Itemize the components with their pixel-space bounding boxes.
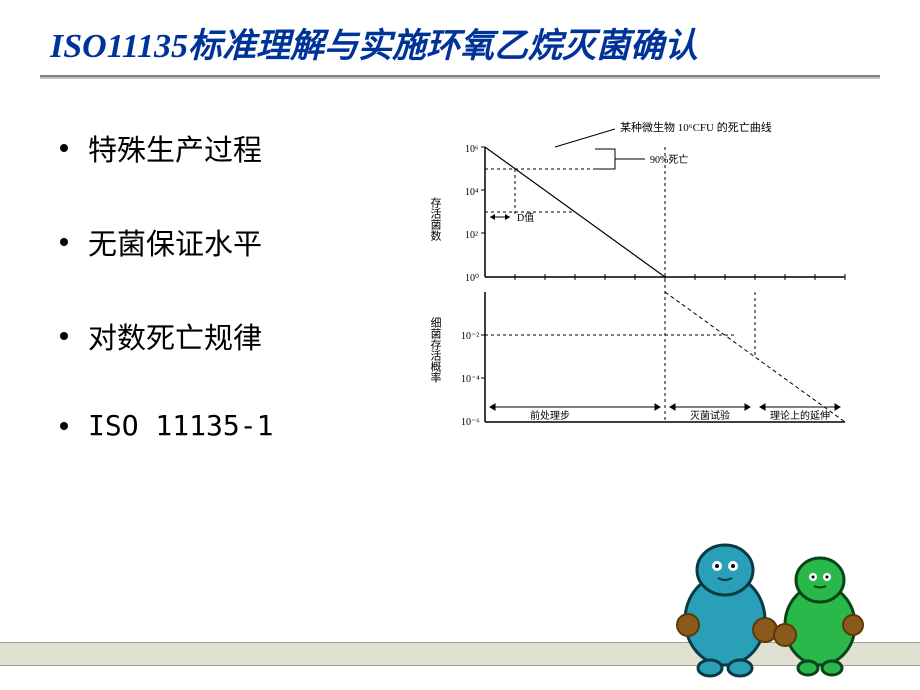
bullet-dot-icon <box>60 238 68 246</box>
bullet-dot-icon <box>60 332 68 340</box>
death-curve-chart: 某种微生物 10⁶CFU 的死亡曲线 10⁶ 10⁴ 10² 10⁰ <box>400 117 890 457</box>
bullet-list: 特殊生产过程 无菌保证水平 对数死亡规律 ISO 11135-1 <box>60 117 400 494</box>
chart-svg: 某种微生物 10⁶CFU 的死亡曲线 10⁶ 10⁴ 10² 10⁰ <box>400 117 890 457</box>
ytick: 10⁶ <box>465 144 479 155</box>
content-area: 特殊生产过程 无菌保证水平 对数死亡规律 ISO 11135-1 某种微生物 1… <box>0 77 920 494</box>
annotation-90: 90%死亡 <box>650 153 688 166</box>
ytick: 10⁻⁴ <box>461 374 480 385</box>
ylabel-bottom: 细菌存活概率 <box>429 317 442 384</box>
blue-character-icon <box>677 545 777 676</box>
slide-title: ISO11135标准理解与实施环氧乙烷灭菌确认 <box>0 0 920 75</box>
bullet-item-4: ISO 11135-1 <box>60 409 400 442</box>
ytick: 10⁻⁶ <box>461 417 480 428</box>
ytick: 10⁰ <box>465 273 479 284</box>
bullet-text: 对数死亡规律 <box>88 315 262 357</box>
xlabel-1: 前处理步 <box>530 409 570 422</box>
bullet-item-3: 对数死亡规律 <box>60 315 400 357</box>
ytick: 10⁴ <box>465 187 479 198</box>
xlabel-2: 灭菌试验 <box>690 409 730 422</box>
ylabel-top: 存活菌数 <box>429 196 442 242</box>
bullet-dot-icon <box>60 422 68 430</box>
bullet-item-1: 特殊生产过程 <box>60 127 400 169</box>
bullet-text: 特殊生产过程 <box>88 127 262 169</box>
ytick: 10² <box>465 230 478 241</box>
bullet-item-2: 无菌保证水平 <box>60 221 400 263</box>
bullet-dot-icon <box>60 144 68 152</box>
ytick: 10⁻² <box>461 331 479 342</box>
curve-label: 某种微生物 10⁶CFU 的死亡曲线 <box>620 120 772 134</box>
green-character-icon <box>774 558 863 675</box>
bullet-text: 无菌保证水平 <box>88 221 262 263</box>
cartoon-characters <box>670 530 870 680</box>
annotation-d: D值 <box>517 211 534 224</box>
xlabel-3: 理论上的延伸 <box>770 409 830 422</box>
bullet-text: ISO 11135-1 <box>88 409 273 442</box>
